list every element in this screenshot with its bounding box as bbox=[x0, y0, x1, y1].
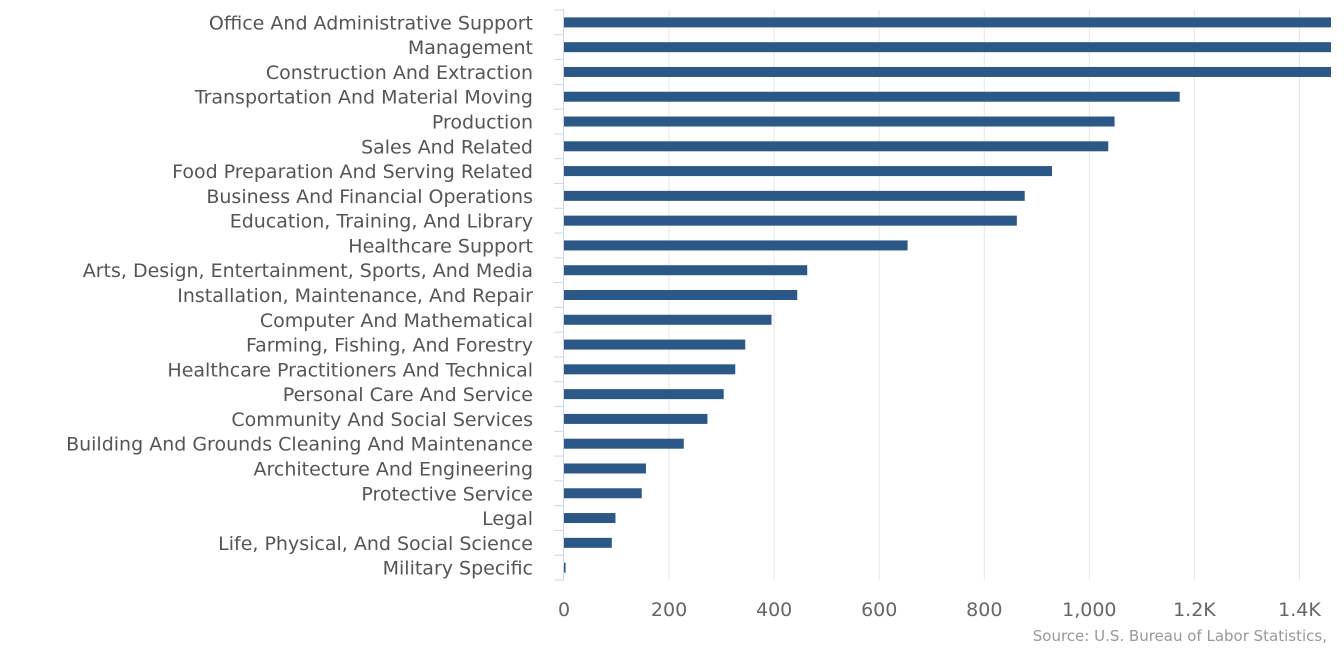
bar[interactable] bbox=[564, 488, 642, 499]
bar[interactable] bbox=[564, 438, 684, 449]
value-tick-label: 1.4K bbox=[1278, 599, 1321, 621]
bars bbox=[564, 17, 1331, 573]
category-label: Architecture And Engineering bbox=[254, 458, 534, 480]
value-tick-label: 600 bbox=[861, 599, 897, 621]
bar[interactable] bbox=[564, 290, 798, 300]
bar[interactable] bbox=[564, 413, 708, 424]
category-label: Construction And Extraction bbox=[266, 62, 533, 84]
bar[interactable] bbox=[564, 66, 1331, 77]
category-labels: Office And Administrative Support Managem… bbox=[66, 12, 533, 579]
category-axis bbox=[554, 9, 564, 581]
bar[interactable] bbox=[564, 91, 1180, 102]
category-label: Office And Administrative Support bbox=[209, 12, 533, 34]
bar[interactable] bbox=[564, 190, 1025, 201]
bar[interactable] bbox=[564, 42, 1331, 53]
category-label: Management bbox=[408, 37, 533, 59]
category-label: Farming, Fishing, And Forestry bbox=[246, 335, 533, 357]
value-tick-label: 800 bbox=[966, 599, 1002, 621]
bar[interactable] bbox=[564, 389, 724, 400]
bar[interactable] bbox=[564, 141, 1109, 152]
category-label: Food Preparation And Serving Related bbox=[172, 161, 533, 183]
value-tick-label: 1,000 bbox=[1062, 599, 1116, 621]
bar[interactable] bbox=[564, 314, 772, 325]
bar[interactable] bbox=[564, 513, 616, 524]
bar[interactable] bbox=[564, 265, 808, 276]
category-label: Life, Physical, And Social Science bbox=[218, 533, 533, 555]
grid-lines bbox=[668, 10, 1300, 580]
source-credit[interactable]: Source: U.S. Bureau of Labor Statistics, bbox=[1032, 627, 1327, 645]
category-label: Personal Care And Service bbox=[283, 384, 533, 406]
bar[interactable] bbox=[564, 463, 646, 474]
bar[interactable] bbox=[564, 537, 612, 548]
category-label: Military Specific bbox=[383, 558, 533, 580]
category-label: Sales And Related bbox=[361, 136, 533, 158]
bar[interactable] bbox=[564, 240, 908, 251]
category-label: Healthcare Support bbox=[348, 235, 533, 257]
bar[interactable] bbox=[564, 339, 746, 350]
bar[interactable] bbox=[564, 166, 1053, 177]
category-label: Community And Social Services bbox=[231, 409, 533, 431]
category-label: Computer And Mathematical bbox=[260, 310, 533, 332]
bar[interactable] bbox=[564, 215, 1017, 226]
category-label: Healthcare Practitioners And Technical bbox=[167, 359, 533, 381]
category-label: Legal bbox=[482, 508, 533, 530]
category-label: Arts, Design, Entertainment, Sports, And… bbox=[83, 260, 533, 282]
category-label: Production bbox=[432, 112, 533, 134]
value-axis-labels: 0 200 400 600 800 1,000 1.2K 1.4K bbox=[558, 599, 1321, 621]
bar[interactable] bbox=[564, 364, 736, 375]
value-tick-label: 400 bbox=[756, 599, 792, 621]
value-tick-label: 0 bbox=[558, 599, 570, 621]
bar[interactable] bbox=[564, 17, 1331, 28]
bar[interactable] bbox=[564, 116, 1115, 127]
value-tick-label: 200 bbox=[651, 599, 687, 621]
category-label: Education, Training, And Library bbox=[230, 211, 533, 233]
category-label: Transportation And Material Moving bbox=[194, 87, 533, 109]
bar[interactable] bbox=[564, 562, 566, 573]
category-label: Protective Service bbox=[361, 483, 533, 505]
category-label: Building And Grounds Cleaning And Mainte… bbox=[66, 434, 533, 456]
value-tick-label: 1.2K bbox=[1173, 599, 1216, 621]
category-label: Installation, Maintenance, And Repair bbox=[177, 285, 533, 307]
category-label: Business And Financial Operations bbox=[206, 186, 533, 208]
